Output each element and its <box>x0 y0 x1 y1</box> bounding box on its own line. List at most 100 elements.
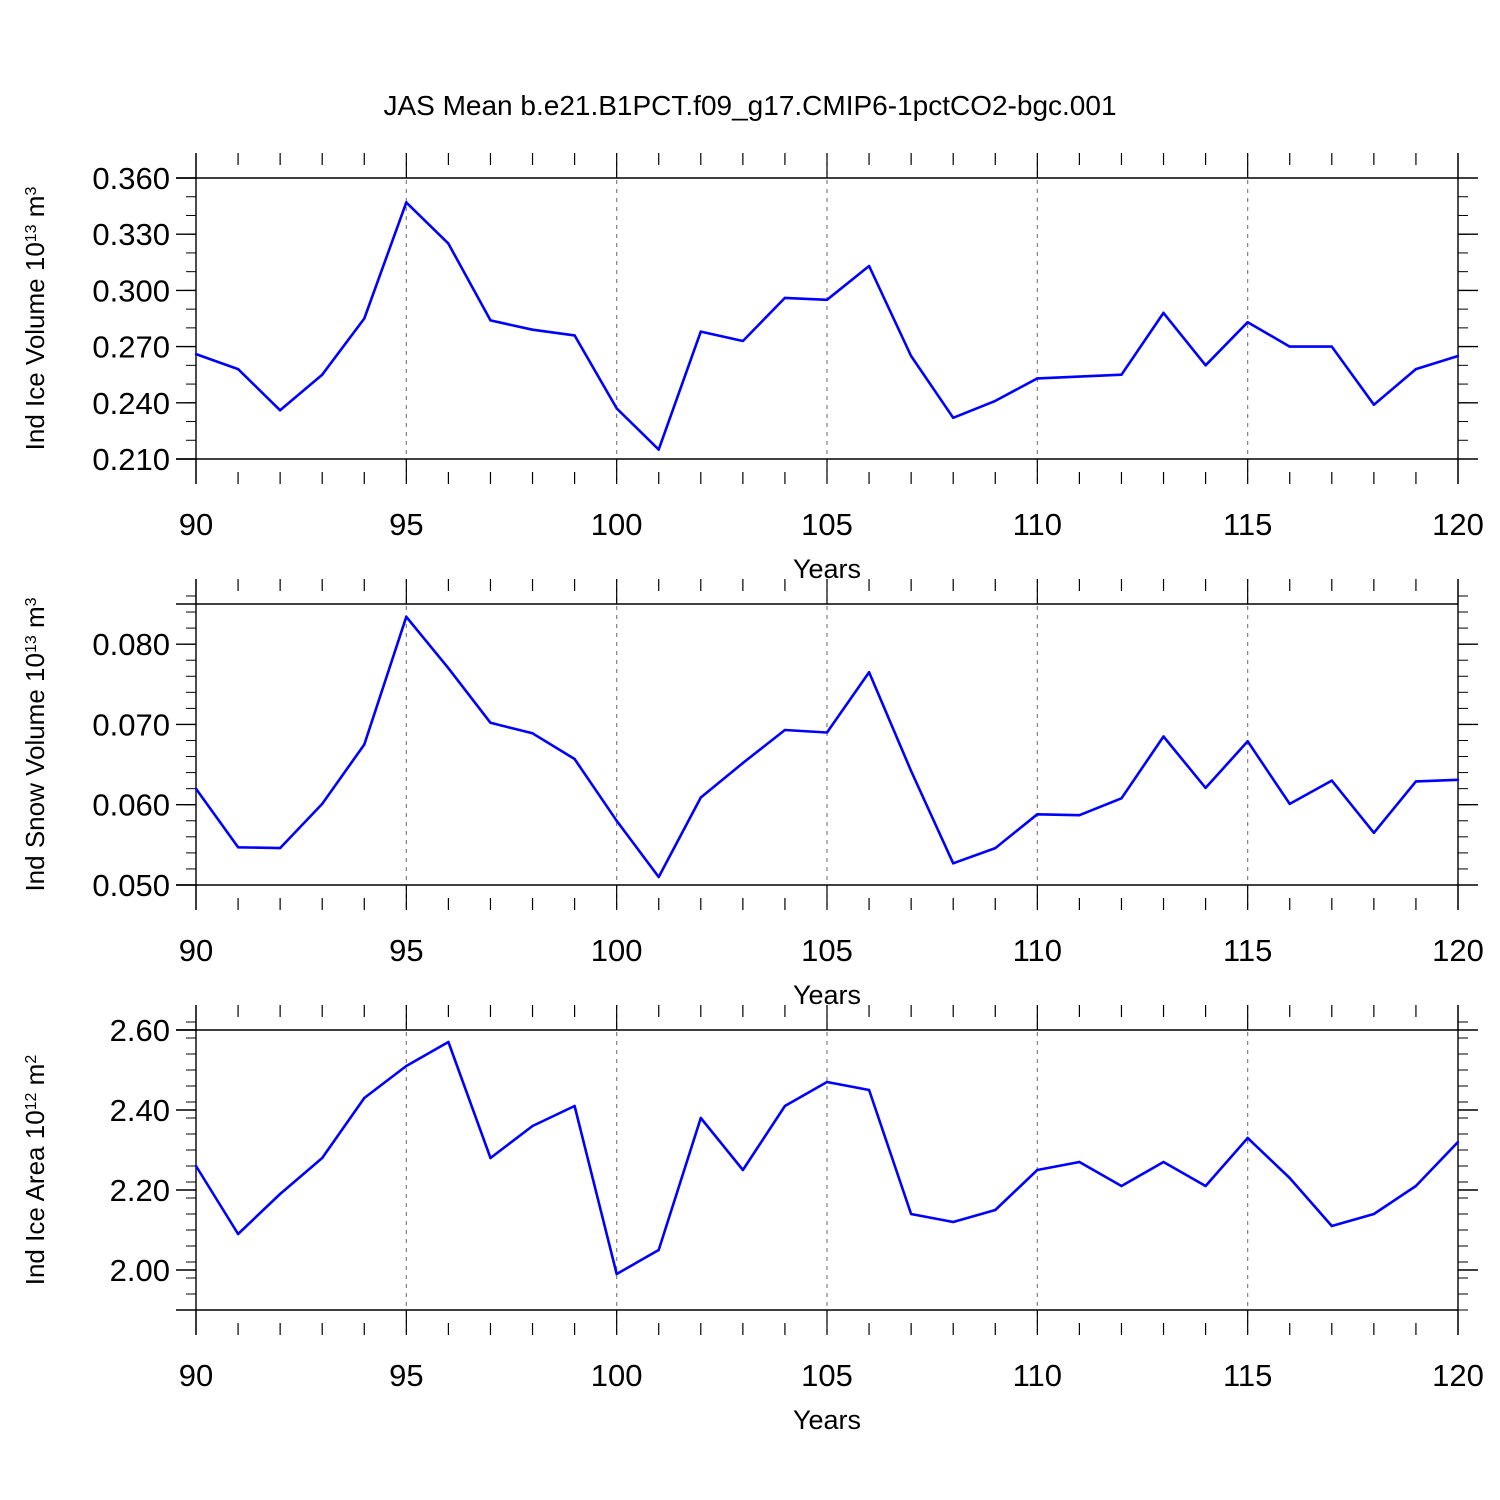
data-point <box>1120 373 1123 376</box>
data-point <box>1330 1224 1334 1228</box>
x-tick-label: 115 <box>1223 1358 1272 1393</box>
x-tick-label: 115 <box>1223 507 1272 542</box>
x-tick-label: 110 <box>1013 507 1062 542</box>
data-point <box>1330 345 1334 348</box>
data-point <box>489 319 492 322</box>
data-point <box>531 732 534 735</box>
data-point <box>952 416 955 419</box>
data-point <box>573 1104 576 1108</box>
x-tick-label: 105 <box>801 933 853 968</box>
x-tick-label: 90 <box>179 933 213 968</box>
data-point <box>1162 311 1165 315</box>
y-tick-label: 0.070 <box>92 707 170 742</box>
y-tick-label: 0.060 <box>92 788 170 823</box>
data-point <box>447 242 450 245</box>
data-point <box>1372 403 1376 406</box>
data-point <box>321 373 324 376</box>
data-point <box>405 615 408 619</box>
data-point <box>1288 345 1291 348</box>
data-point <box>909 354 913 358</box>
y-tick-label: 2.60 <box>110 1013 170 1048</box>
y-tick-label: 2.40 <box>110 1093 170 1128</box>
data-point <box>1246 1136 1249 1140</box>
data-point <box>615 819 618 822</box>
data-point <box>1330 779 1334 782</box>
y-axis-label: Ind Ice Area 1012 m2 <box>20 1055 50 1286</box>
panels: 0.210 0.240 0.270 0.300 0.330 0.360 90 95 100 105… <box>20 153 1484 1435</box>
data-point <box>741 1168 745 1172</box>
y-tick-label: 0.330 <box>92 217 170 252</box>
x-tick-label: 105 <box>801 507 853 542</box>
data-point <box>699 796 702 799</box>
data-point <box>1120 797 1123 800</box>
data-point <box>405 1064 408 1068</box>
x-tick-label: 120 <box>1432 507 1484 542</box>
data-point <box>1372 831 1376 835</box>
data-point <box>1246 740 1249 743</box>
data-point <box>1414 1184 1418 1188</box>
data-point <box>1162 1160 1165 1164</box>
y-tick-label: 0.270 <box>92 330 170 365</box>
x-tick-label: 115 <box>1223 933 1272 968</box>
data-point <box>1246 321 1249 324</box>
data-point <box>573 757 576 761</box>
data-point <box>278 846 282 850</box>
x-tick-label: 95 <box>389 1358 423 1393</box>
data-point <box>236 1232 240 1236</box>
y-tick-label: 0.050 <box>92 868 170 903</box>
data-point <box>194 1164 198 1168</box>
data-point <box>699 1116 702 1120</box>
x-tick-label: 100 <box>591 1358 643 1393</box>
data-point <box>1456 354 1460 358</box>
data-point <box>447 667 450 670</box>
data-point <box>994 846 997 850</box>
y-tick-label: 0.080 <box>92 627 170 662</box>
data-point <box>236 367 240 371</box>
data-point <box>657 448 660 451</box>
y-tick-label: 2.20 <box>110 1173 170 1208</box>
data-point <box>1288 1176 1291 1180</box>
data-point <box>825 1080 829 1084</box>
data-point <box>615 1272 618 1276</box>
data-point <box>1078 1160 1081 1164</box>
x-tick-label: 105 <box>801 1358 853 1393</box>
chart-panel-3: 2.00 2.20 2.40 2.60 90 95 100 105 110 115 120 Years… <box>20 1005 1484 1435</box>
data-point <box>321 1156 324 1160</box>
data-point <box>278 1192 282 1196</box>
data-point <box>867 264 871 268</box>
chart-title: JAS Mean b.e21.B1PCT.f09_g17.CMIP6-1pctC… <box>383 90 1116 121</box>
x-tick-label: 110 <box>1013 933 1062 968</box>
x-axis-label: Years <box>793 1405 861 1435</box>
data-point <box>615 407 618 410</box>
x-tick-label: 95 <box>389 933 423 968</box>
x-tick-label: 90 <box>179 1358 213 1393</box>
y-tick-label: 0.210 <box>92 442 170 477</box>
data-point <box>405 201 408 204</box>
data-point <box>573 334 576 337</box>
data-point <box>867 671 871 674</box>
data-point <box>699 330 702 333</box>
data-point <box>867 1088 871 1092</box>
data-point <box>952 1220 955 1224</box>
data-point <box>783 1104 787 1108</box>
data-point <box>994 399 997 403</box>
data-point <box>1372 1212 1376 1216</box>
y-axis-label: Ind Snow Volume 1013 m3 <box>20 597 50 891</box>
data-point <box>1078 813 1081 817</box>
data-point <box>489 721 492 725</box>
data-point <box>194 352 198 356</box>
data-point <box>363 317 366 320</box>
data-point <box>321 802 324 806</box>
data-point <box>1036 1168 1039 1172</box>
data-point <box>1204 786 1207 790</box>
chart-panel-1: 0.210 0.240 0.270 0.300 0.330 0.360 90 95 100 105… <box>20 153 1484 584</box>
data-point <box>909 1212 913 1216</box>
data-point <box>489 1156 492 1160</box>
data-point <box>825 298 829 301</box>
data-point <box>278 409 282 412</box>
y-tick-label: 0.300 <box>92 273 170 308</box>
data-point <box>994 1208 997 1212</box>
data-point <box>741 761 745 765</box>
